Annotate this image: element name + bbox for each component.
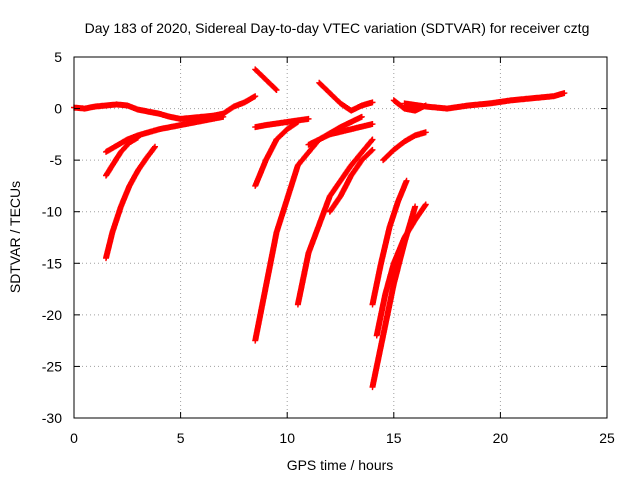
series-arc-03	[103, 143, 159, 262]
data-point-markers	[103, 143, 159, 262]
x-axis-label: GPS time / hours	[287, 457, 394, 473]
y-tick-label: -20	[42, 307, 62, 323]
data-point-markers	[369, 177, 410, 308]
data-point-markers	[305, 121, 376, 148]
series-arc-11	[316, 79, 376, 114]
data-point-markers	[252, 66, 280, 94]
data-point-markers	[316, 79, 376, 114]
series-arc-13	[369, 177, 410, 308]
x-tick-label: 5	[177, 430, 185, 446]
series-arc-08	[294, 136, 376, 308]
data-marks	[71, 66, 568, 391]
series-arc-15	[380, 129, 429, 164]
plot-frame	[73, 56, 608, 419]
data-point-markers	[252, 113, 365, 344]
y-tick-label: -25	[42, 358, 62, 374]
data-point-markers	[252, 118, 301, 189]
y-tick-label: -5	[50, 152, 63, 168]
chart-title: Day 183 of 2020, Sidereal Day-to-day VTE…	[85, 20, 590, 36]
series-arc-07	[252, 66, 280, 94]
x-tick-label: 20	[493, 430, 509, 446]
series-arc-14	[373, 201, 429, 339]
series-arc-01	[103, 113, 227, 155]
x-tick-label: 0	[70, 430, 78, 446]
data-point-markers	[220, 93, 259, 117]
x-tick-label: 15	[386, 430, 402, 446]
x-tick-labels: 0 5 10 15 20 25	[70, 430, 615, 446]
data-point-markers	[294, 136, 376, 308]
series-arc-06	[252, 115, 312, 131]
y-tick-label: -10	[42, 204, 62, 220]
data-point-markers	[380, 129, 429, 164]
y-tick-label: -30	[42, 410, 62, 426]
y-tick-label: 0	[54, 101, 62, 117]
y-tick-label: -15	[42, 255, 62, 271]
series-arc-02	[103, 134, 141, 179]
series-arc-10	[326, 146, 376, 215]
data-point-markers	[390, 97, 429, 114]
series-arc-04	[252, 118, 301, 189]
x-tick-label: 10	[279, 430, 295, 446]
series-arc-05	[252, 113, 365, 344]
tick-marks	[73, 56, 608, 419]
series-arc-09	[305, 121, 376, 148]
grid-lines	[74, 57, 607, 418]
series-arc-baseline-b	[220, 93, 259, 117]
data-point-markers	[252, 115, 312, 131]
data-point-markers	[326, 146, 376, 215]
x-tick-label: 25	[599, 430, 615, 446]
y-tick-label: 5	[54, 49, 62, 65]
data-point-markers	[103, 134, 141, 179]
data-point-markers	[103, 113, 227, 155]
y-tick-labels: 5 0 -5 -10 -15 -20 -25 -30	[42, 49, 62, 426]
y-axis-label: SDTVAR / TECUs	[7, 181, 23, 293]
series-arc-16	[390, 97, 429, 114]
data-point-markers	[373, 201, 429, 339]
